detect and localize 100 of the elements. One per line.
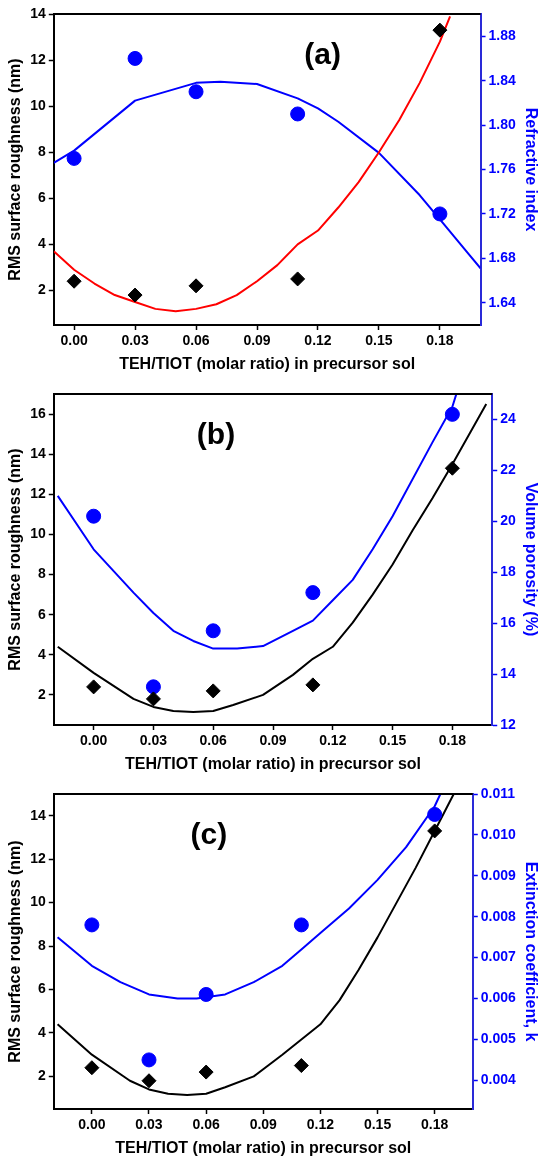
annotation: (a) xyxy=(304,37,341,71)
point xyxy=(205,683,221,699)
y-tick-label: 12 xyxy=(30,485,46,502)
point xyxy=(86,679,102,695)
y-tick-label: 8 xyxy=(37,936,46,953)
y-tick-label: 10 xyxy=(30,525,46,542)
point xyxy=(290,271,306,287)
y2-tick-label: 1.64 xyxy=(488,293,517,310)
point xyxy=(84,917,100,933)
point xyxy=(290,106,306,122)
point xyxy=(145,691,161,707)
point xyxy=(141,1052,157,1068)
y-tick-label: 16 xyxy=(30,404,46,421)
point xyxy=(141,1073,157,1089)
y-tick-label: 14 xyxy=(30,4,46,21)
x-tick-label: 0.18 xyxy=(426,332,454,349)
point xyxy=(432,206,448,222)
y-tick-label: 2 xyxy=(37,685,46,702)
x-tick-label: 0.15 xyxy=(365,332,393,349)
x-tick-label: 0.06 xyxy=(192,1116,220,1133)
point xyxy=(198,1064,214,1080)
point xyxy=(305,585,321,601)
y2-axis-title: Extinction coefficient, k xyxy=(522,861,540,1042)
y-tick-label: 10 xyxy=(30,893,46,910)
point xyxy=(198,986,214,1002)
point xyxy=(293,917,309,933)
point xyxy=(127,50,143,66)
y-tick-label: 2 xyxy=(37,281,46,298)
y2-tick-label: 0.010 xyxy=(480,825,517,842)
y2-tick-label: 0.004 xyxy=(480,1071,517,1088)
y2-tick-label: 1.68 xyxy=(488,249,517,266)
y2-tick-label: 16 xyxy=(500,614,517,631)
x-axis-title: TEH/TIOT (molar ratio) in precursor sol xyxy=(124,754,422,772)
point xyxy=(86,508,102,524)
y-tick-label: 8 xyxy=(37,565,46,582)
y-tick-label: 12 xyxy=(30,50,46,67)
x-tick-label: 0.12 xyxy=(319,732,347,749)
y2-tick-label: 1.88 xyxy=(488,27,517,44)
y2-tick-label: 12 xyxy=(500,715,517,732)
x-tick-label: 0.12 xyxy=(304,332,332,349)
x-tick-label: 0.09 xyxy=(259,732,287,749)
x-axis-title: TEH/TIOT (molar ratio) in precursor sol xyxy=(115,1138,412,1156)
point xyxy=(66,150,82,166)
point xyxy=(427,823,443,839)
point xyxy=(427,806,443,822)
y2-tick-label: 0.008 xyxy=(480,907,517,924)
y-axis-title: RMS surface roughness (nm) xyxy=(6,448,24,671)
y-tick-label: 8 xyxy=(37,143,46,160)
x-tick-label: 0.09 xyxy=(249,1116,278,1133)
x-tick-label: 0.03 xyxy=(121,332,149,349)
y-tick-label: 12 xyxy=(30,850,46,867)
annotation: (c) xyxy=(190,817,228,851)
y-tick-label: 4 xyxy=(37,1023,46,1040)
point xyxy=(205,623,221,639)
point xyxy=(188,278,204,294)
x-tick-label: 0.18 xyxy=(421,1116,449,1133)
point xyxy=(127,287,143,303)
y2-tick-label: 20 xyxy=(500,512,517,529)
y2-tick-label: 1.84 xyxy=(488,71,517,88)
y-tick-label: 4 xyxy=(37,235,46,252)
x-tick-label: 0.18 xyxy=(438,732,467,749)
y2-tick-label: 0.005 xyxy=(480,1030,517,1047)
y2-tick-label: 24 xyxy=(500,410,517,427)
annotation: (b) xyxy=(196,417,236,451)
x-axis-title: TEH/TIOT (molar ratio) in precursor sol xyxy=(119,354,416,372)
y-tick-label: 6 xyxy=(37,605,46,622)
y2-tick-label: 0.006 xyxy=(480,989,517,1006)
x-tick-label: 0.09 xyxy=(243,332,271,349)
point xyxy=(444,460,460,476)
point xyxy=(84,1060,100,1076)
x-tick-label: 0.03 xyxy=(139,732,168,749)
y2-tick-label: 22 xyxy=(500,461,517,478)
y2-tick-label: 0.009 xyxy=(480,866,517,883)
y2-tick-label: 0.007 xyxy=(480,948,517,965)
y-tick-label: 14 xyxy=(30,806,46,823)
x-tick-label: 0.06 xyxy=(199,732,228,749)
x-tick-label: 0.15 xyxy=(378,732,407,749)
point xyxy=(145,679,161,695)
y2-tick-label: 0.011 xyxy=(480,784,516,801)
point xyxy=(444,406,460,422)
x-tick-label: 0.00 xyxy=(80,732,108,749)
point xyxy=(432,22,448,38)
y2-tick-label: 1.72 xyxy=(488,204,517,221)
y2-axis-title: Refractive index xyxy=(522,107,540,232)
x-tick-label: 0.00 xyxy=(78,1116,106,1133)
x-tick-label: 0.03 xyxy=(135,1116,163,1133)
y-axis-title: RMS surface roughness (nm) xyxy=(6,840,24,1063)
y-axis-title: RMS surface roughness (nm) xyxy=(6,58,24,281)
y2-tick-label: 1.80 xyxy=(488,115,517,132)
y2-tick-label: 18 xyxy=(500,563,517,580)
x-tick-label: 0.00 xyxy=(60,332,88,349)
y2-axis-title: Volume porosity (%) xyxy=(522,482,540,637)
y2-tick-label: 1.76 xyxy=(488,160,517,177)
point xyxy=(305,677,321,693)
point xyxy=(188,84,204,100)
y-tick-label: 14 xyxy=(30,445,46,462)
point xyxy=(66,273,82,289)
y-tick-label: 6 xyxy=(37,189,46,206)
y-tick-label: 6 xyxy=(37,980,46,997)
y-tick-label: 10 xyxy=(30,97,46,114)
